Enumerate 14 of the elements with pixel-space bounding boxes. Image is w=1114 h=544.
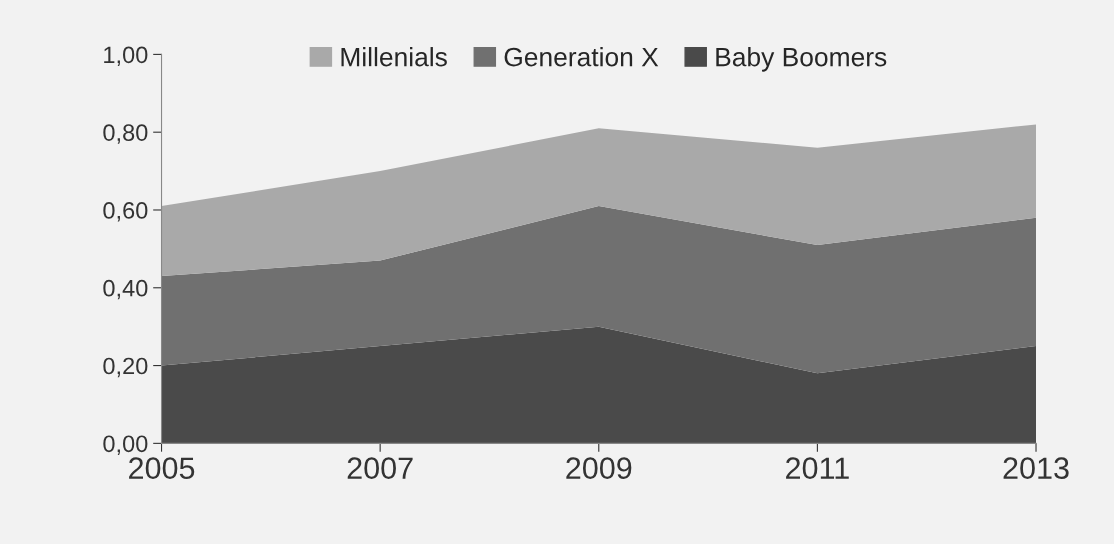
x-tick-label: 2011: [786, 457, 849, 479]
y-tick-label: 0,60: [103, 202, 148, 222]
y-tick-label: 1,00: [104, 46, 148, 66]
y-tick-label: 0,00: [103, 435, 148, 455]
x-tick-label: 2005: [129, 457, 195, 479]
legend-label: Millenials: [341, 47, 447, 67]
x-tick-label: 2007: [347, 457, 413, 479]
legend-label: Baby Boomers: [716, 47, 887, 72]
y-tick-label: 0,80: [103, 124, 148, 144]
y-tick-label: 0,20: [103, 357, 148, 378]
x-tick-label: 2013: [1003, 457, 1069, 479]
y-tick-label: 0,40: [103, 279, 148, 300]
x-tick-label: 2009: [566, 457, 632, 479]
legend-label: Generation X: [504, 47, 659, 67]
